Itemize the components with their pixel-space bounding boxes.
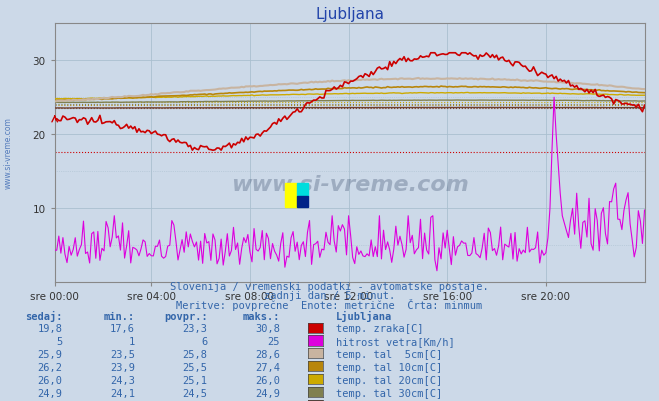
Text: temp. tal 30cm[C]: temp. tal 30cm[C] [336,388,442,398]
Text: sedaj:: sedaj: [25,310,63,321]
Bar [297,184,308,196]
Text: zadnji dan / 5 minut.: zadnji dan / 5 minut. [264,291,395,301]
Text: 24,5: 24,5 [183,388,208,398]
Text: 25,9: 25,9 [38,349,63,359]
Text: temp. tal 10cm[C]: temp. tal 10cm[C] [336,362,442,372]
Text: Meritve: povprečne  Enote: metrične  Črta: minmum: Meritve: povprečne Enote: metrične Črta:… [177,298,482,310]
Text: temp. tal  5cm[C]: temp. tal 5cm[C] [336,349,442,359]
Text: 25,1: 25,1 [183,375,208,385]
Text: 26,0: 26,0 [38,375,63,385]
Text: 17,6: 17,6 [110,324,135,334]
Text: hitrost vetra[Km/h]: hitrost vetra[Km/h] [336,336,455,346]
Text: 1: 1 [129,336,135,346]
Text: www.si-vreme.com: www.si-vreme.com [3,117,13,188]
Text: 23,3: 23,3 [183,324,208,334]
Bar [285,184,297,207]
Text: 25: 25 [268,336,280,346]
Bar [297,196,308,207]
Text: 25,8: 25,8 [183,349,208,359]
Text: 24,9: 24,9 [255,388,280,398]
Text: 26,0: 26,0 [255,375,280,385]
Text: 30,8: 30,8 [255,324,280,334]
Text: temp. tal 20cm[C]: temp. tal 20cm[C] [336,375,442,385]
Text: Slovenija / vremenski podatki - avtomatske postaje.: Slovenija / vremenski podatki - avtomats… [170,282,489,292]
Text: temp. zraka[C]: temp. zraka[C] [336,324,424,334]
Text: 24,9: 24,9 [38,388,63,398]
Text: povpr.:: povpr.: [164,311,208,321]
Text: Ljubljana: Ljubljana [336,310,392,321]
Text: 26,2: 26,2 [38,362,63,372]
Text: 19,8: 19,8 [38,324,63,334]
Text: 6: 6 [202,336,208,346]
Text: 5: 5 [57,336,63,346]
Text: 25,5: 25,5 [183,362,208,372]
Text: 24,1: 24,1 [110,388,135,398]
Text: 24,3: 24,3 [110,375,135,385]
Text: www.si-vreme.com: www.si-vreme.com [231,174,469,194]
Title: Ljubljana: Ljubljana [315,6,384,22]
Text: 27,4: 27,4 [255,362,280,372]
Text: 23,9: 23,9 [110,362,135,372]
Text: min.:: min.: [104,311,135,321]
Text: maks.:: maks.: [243,311,280,321]
Text: 28,6: 28,6 [255,349,280,359]
Text: 23,5: 23,5 [110,349,135,359]
